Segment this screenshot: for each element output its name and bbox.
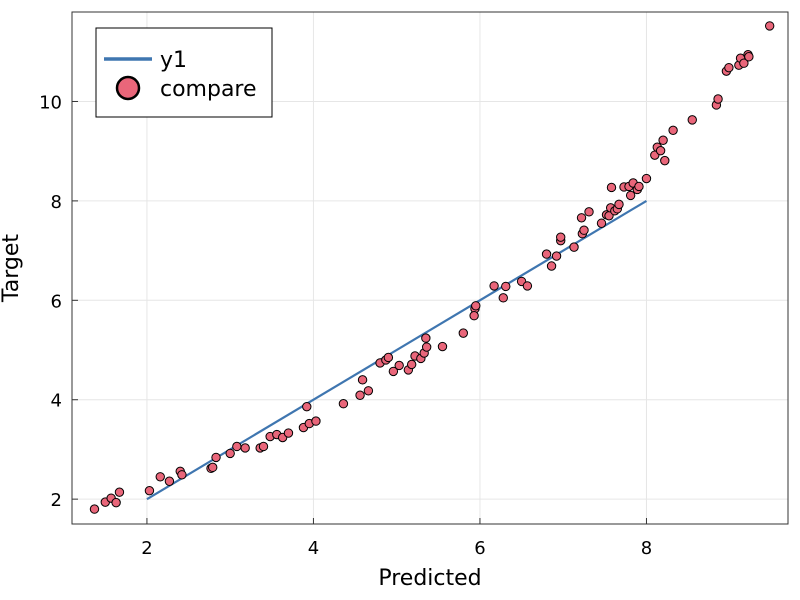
- y-tick-label: 6: [51, 291, 62, 312]
- scatter-point: [114, 487, 125, 497]
- scatter-point: [232, 441, 242, 452]
- x-axis-title: Predicted: [378, 566, 481, 591]
- x-tick-label: 6: [474, 538, 485, 559]
- x-tick-label: 8: [641, 538, 652, 559]
- y-tick-label: 8: [51, 192, 62, 213]
- plot-area: [89, 21, 775, 514]
- scatter-point: [606, 182, 617, 193]
- scatter-point: [240, 443, 250, 453]
- scatter-point: [383, 352, 394, 363]
- scatter-point: [211, 452, 221, 463]
- legend-box: [95, 27, 273, 118]
- scatter-point: [584, 207, 594, 217]
- scatter-point: [225, 448, 235, 459]
- scatter-point: [579, 225, 589, 235]
- scatter-point: [89, 504, 100, 514]
- scatter-point: [614, 199, 624, 210]
- scatter-point: [144, 485, 155, 496]
- scatter-point: [406, 359, 417, 370]
- scatter-point: [469, 311, 479, 321]
- scatter-point: [625, 190, 636, 201]
- legend-marker-swatch: [115, 75, 141, 101]
- scatter-point: [111, 497, 121, 508]
- y-tick-label: 2: [51, 490, 62, 511]
- scatter-point: [658, 135, 668, 145]
- scatter-point: [556, 232, 566, 242]
- scatter-point: [569, 242, 579, 252]
- scatter-point: [522, 281, 533, 291]
- scatter-point: [498, 293, 508, 303]
- scatter-point: [655, 145, 666, 156]
- scatter-point: [634, 181, 644, 192]
- scatter-point: [283, 428, 294, 438]
- scatter-point: [546, 261, 557, 271]
- scatter-point: [724, 62, 734, 73]
- scatter-point: [311, 416, 321, 426]
- legend: y1 compare: [95, 27, 273, 118]
- scatter-point: [421, 333, 431, 343]
- scatter-point: [641, 173, 652, 184]
- scatter-point: [739, 58, 749, 68]
- scatter-point: [687, 115, 697, 125]
- scatter-point: [208, 462, 218, 473]
- scatter-point: [489, 281, 499, 291]
- y-tick-label: 10: [39, 92, 62, 113]
- scatter-point: [660, 155, 670, 166]
- scatter-point: [551, 251, 562, 261]
- scatter-point: [164, 476, 175, 486]
- scatter-point: [764, 21, 775, 31]
- scatter-point: [744, 52, 754, 62]
- scatter-point: [437, 341, 448, 352]
- x-tick-label: 4: [308, 538, 319, 559]
- scatter-point: [357, 375, 368, 385]
- scatter-point: [177, 470, 187, 480]
- scatter-point: [388, 366, 399, 377]
- scatter-point: [596, 218, 607, 228]
- scatter-point: [421, 342, 432, 352]
- scatter-point: [576, 213, 587, 223]
- legend-label-y1: y1: [160, 48, 187, 73]
- scatter-point: [394, 360, 404, 371]
- scatter-point: [713, 94, 723, 104]
- scatter-point: [458, 328, 469, 338]
- y-tick-label: 4: [51, 391, 62, 412]
- scatter-point: [471, 301, 481, 311]
- scatter-point: [355, 390, 365, 400]
- axes: 2 4 6 8 2 4 6 8 10: [39, 92, 652, 559]
- scatter-point: [668, 125, 678, 136]
- scatter-point: [338, 399, 349, 409]
- scatter-point: [302, 401, 312, 412]
- scatter-point: [155, 472, 165, 482]
- scatter-point: [501, 281, 511, 292]
- y-axis-title: Target: [0, 234, 24, 303]
- scatter-point: [541, 249, 552, 259]
- scatter-point: [258, 441, 269, 452]
- legend-label-compare: compare: [160, 77, 257, 102]
- scatter-point: [363, 386, 374, 396]
- x-tick-label: 2: [141, 538, 152, 559]
- plot-frame: [71, 11, 789, 525]
